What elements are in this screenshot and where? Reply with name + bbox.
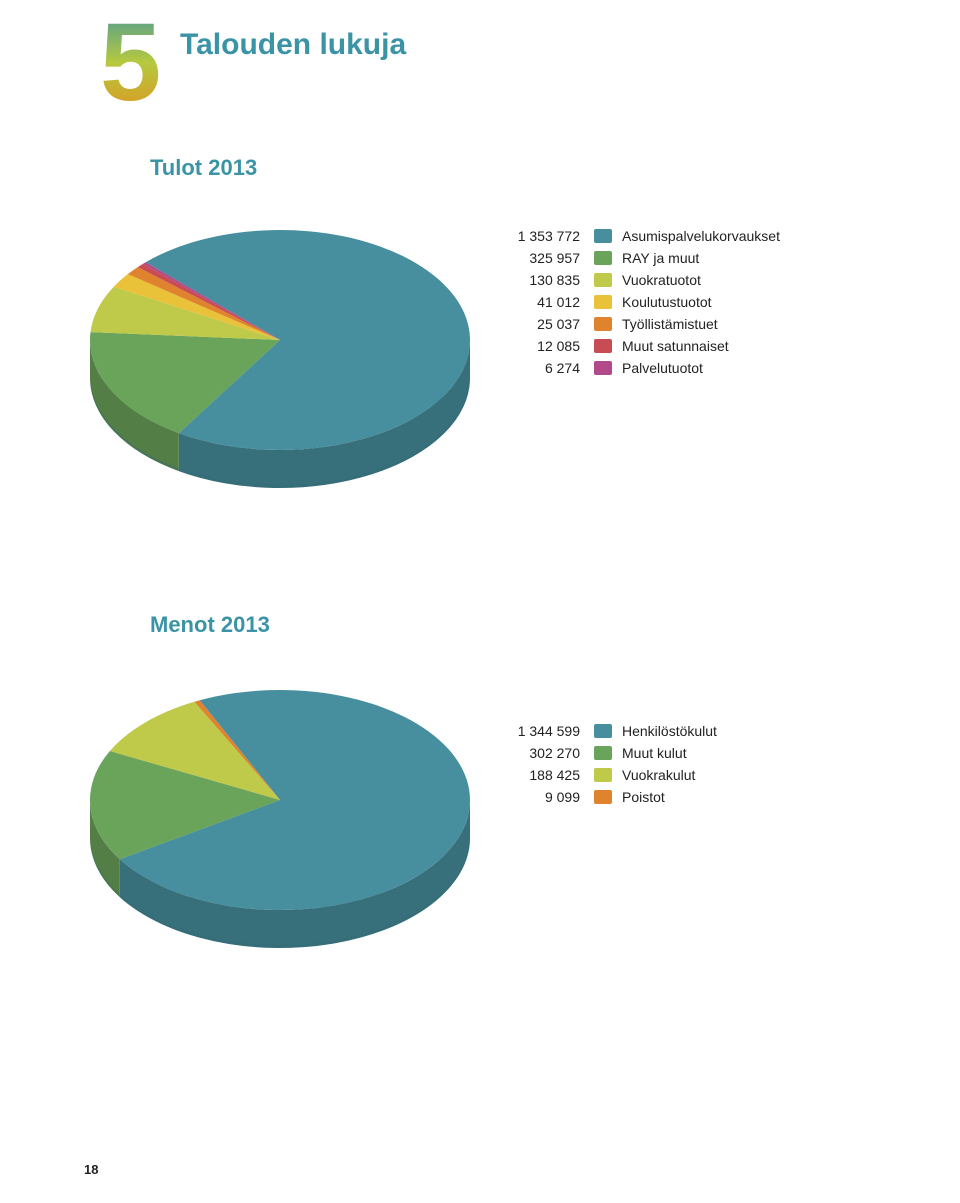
legend-swatch <box>594 339 612 353</box>
page: 5 Talouden lukuja Tulot 2013 1 353 772 As… <box>0 0 960 1203</box>
legend-label: Vuokrakulut <box>622 767 695 783</box>
legend-row: 25 037 Työllistämistuet <box>500 313 780 335</box>
legend-swatch <box>594 724 612 738</box>
legend-label: Muut satunnaiset <box>622 338 729 354</box>
legend-swatch <box>594 768 612 782</box>
legend-row: 12 085 Muut satunnaiset <box>500 335 780 357</box>
legend-swatch <box>594 295 612 309</box>
legend-label: Henkilöstökulut <box>622 723 717 739</box>
legend-label: Palvelutuotot <box>622 360 703 376</box>
menot-legend: 1 344 599 Henkilöstökulut 302 270 Muut kulu… <box>500 720 717 808</box>
legend-row: 325 957 RAY ja muut <box>500 247 780 269</box>
legend-swatch <box>594 229 612 243</box>
legend-row: 1 344 599 Henkilöstökulut <box>500 720 717 742</box>
legend-swatch <box>594 317 612 331</box>
svg-text:5: 5 <box>100 10 161 120</box>
legend-row: 1 353 772 Asumispalvelukorvaukset <box>500 225 780 247</box>
legend-label: Vuokratuotot <box>622 272 701 288</box>
legend-row: 302 270 Muut kulut <box>500 742 717 764</box>
legend-label: Muut kulut <box>622 745 687 761</box>
legend-value: 302 270 <box>500 745 580 761</box>
legend-value: 188 425 <box>500 767 580 783</box>
legend-row: 6 274 Palvelutuotot <box>500 357 780 379</box>
legend-swatch <box>594 790 612 804</box>
legend-value: 1 344 599 <box>500 723 580 739</box>
legend-label: Poistot <box>622 789 665 805</box>
legend-value: 1 353 772 <box>500 228 580 244</box>
legend-row: 41 012 Koulutustuotot <box>500 291 780 313</box>
legend-swatch <box>594 273 612 287</box>
legend-value: 12 085 <box>500 338 580 354</box>
tulot-legend: 1 353 772 Asumispalvelukorvaukset 325 957 R… <box>500 225 780 379</box>
tulot-pie <box>80 210 480 515</box>
legend-value: 9 099 <box>500 789 580 805</box>
legend-row: 188 425 Vuokrakulut <box>500 764 717 786</box>
legend-value: 325 957 <box>500 250 580 266</box>
legend-value: 130 835 <box>500 272 580 288</box>
legend-label: Työllistämistuet <box>622 316 718 332</box>
legend-label: RAY ja muut <box>622 250 699 266</box>
legend-label: Koulutustuotot <box>622 294 712 310</box>
legend-swatch <box>594 251 612 265</box>
legend-value: 25 037 <box>500 316 580 332</box>
legend-swatch <box>594 361 612 375</box>
legend-value: 41 012 <box>500 294 580 310</box>
menot-title: Menot 2013 <box>150 612 270 638</box>
legend-row: 9 099 Poistot <box>500 786 717 808</box>
legend-swatch <box>594 746 612 760</box>
menot-pie <box>80 670 480 975</box>
legend-row: 130 835 Vuokratuotot <box>500 269 780 291</box>
legend-label: Asumispalvelukorvaukset <box>622 228 780 244</box>
page-number: 18 <box>84 1162 98 1177</box>
section-number-5: 5 <box>100 10 180 120</box>
page-title: Talouden lukuja <box>180 28 406 62</box>
legend-value: 6 274 <box>500 360 580 376</box>
tulot-title: Tulot 2013 <box>150 155 257 181</box>
